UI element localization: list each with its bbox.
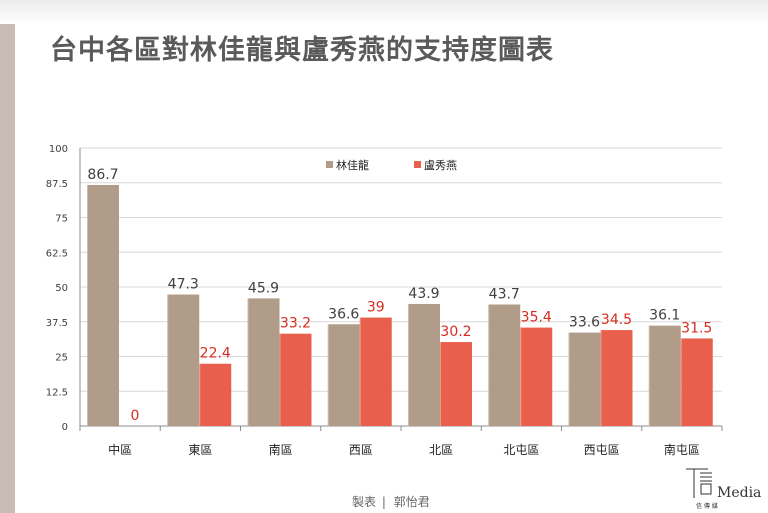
data-label: 0 [131, 408, 140, 424]
legend-label: 林佳龍 [336, 158, 369, 172]
bar [440, 342, 472, 426]
data-label: 22.4 [200, 346, 231, 362]
media-logo: Media 信 傳 媒 [686, 468, 761, 510]
bar [327, 324, 360, 426]
data-label: 34.5 [601, 312, 632, 328]
bar [568, 332, 601, 426]
legend-swatch [326, 161, 333, 168]
x-tick-label: 北屯區 [503, 443, 539, 457]
x-tick-label: 南屯區 [664, 442, 700, 457]
x-tick-label: 中區 [108, 442, 132, 457]
bar [680, 338, 713, 426]
y-tick-label: 62.5 [46, 248, 68, 259]
y-tick-label: 37.5 [46, 318, 68, 329]
x-tick-label: 西屯區 [584, 443, 620, 457]
data-label: 33.6 [569, 315, 600, 331]
bar [408, 303, 440, 426]
credit-author: 郭怡君 [393, 495, 430, 509]
data-label: 86.7 [87, 167, 118, 183]
data-label: 36.1 [649, 308, 680, 324]
y-tick-label: 0 [62, 422, 68, 433]
bar [488, 304, 521, 426]
bar [247, 298, 280, 426]
data-label: 39 [367, 300, 385, 316]
legend-swatch [414, 161, 421, 168]
bar [648, 325, 681, 426]
credit-label: 製表 [352, 495, 377, 509]
y-tick-label: 87.5 [46, 179, 68, 190]
data-label: 47.3 [168, 277, 199, 293]
x-tick-label: 北區 [429, 443, 453, 457]
legend-label: 盧秀燕 [424, 158, 457, 172]
y-tick-label: 25 [55, 353, 68, 364]
y-tick-label: 12.5 [46, 387, 68, 398]
credit-separator: | [381, 495, 386, 509]
logo-mark-icon [686, 468, 712, 498]
data-label: 36.6 [328, 306, 359, 322]
credit-line: 製表 | 郭怡君 [352, 493, 430, 510]
bar [359, 317, 392, 426]
logo-subtext: 信 傳 媒 [696, 502, 718, 510]
x-tick-label: 南區 [269, 442, 293, 457]
bar [520, 327, 553, 426]
data-label: 43.7 [489, 287, 520, 303]
data-label: 30.2 [440, 324, 471, 340]
bar [167, 294, 200, 426]
bar [87, 184, 119, 426]
y-tick-label: 75 [55, 214, 68, 225]
data-label: 35.4 [521, 310, 552, 326]
left-accent-bar [0, 24, 15, 513]
y-tick-label: 100 [49, 144, 68, 155]
logo-text: Media [717, 485, 761, 501]
data-label: 31.5 [681, 320, 712, 336]
data-label: 33.2 [280, 316, 311, 332]
bar [600, 330, 633, 426]
data-label: 43.9 [408, 286, 439, 302]
x-tick-label: 西區 [349, 443, 373, 457]
bar [279, 333, 312, 426]
page-title: 台中各區對林佳龍與盧秀燕的支持度圖表 [50, 35, 554, 66]
data-label: 45.9 [248, 280, 279, 296]
y-tick-label: 50 [55, 283, 68, 294]
x-tick-label: 東區 [188, 443, 212, 457]
bar [199, 363, 232, 426]
